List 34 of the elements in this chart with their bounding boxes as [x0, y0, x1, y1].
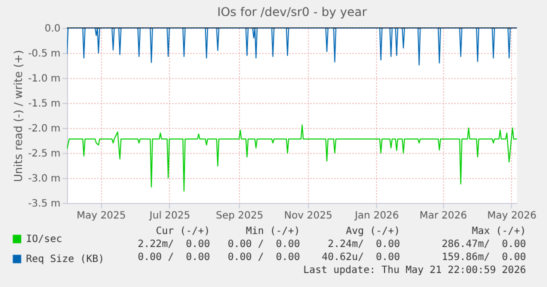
text: 286.47m/ 0.00 [442, 239, 526, 250]
y-tick-label: -2.0 m [28, 124, 60, 134]
x-tick-label: Nov 2025 [284, 210, 332, 222]
legend-label: IO/sec [26, 234, 62, 245]
text: 0.00 / 0.00 [138, 252, 210, 263]
y-tick-label: -1.5 m [28, 98, 60, 110]
x-tick-label: Sep 2025 [216, 210, 264, 222]
text: 2.22m/ 0.00 [138, 239, 210, 250]
legend-label: Req Size (KB) [26, 254, 104, 265]
line-series [67, 28, 517, 66]
text: Max (-/+) [472, 226, 526, 237]
text: 0.00 / 0.00 [228, 252, 300, 263]
x-tick-label: May 2025 [76, 210, 126, 222]
y-tick-label: -0.5 m [28, 48, 60, 60]
line-series [67, 124, 517, 192]
text: 0.00 / 0.00 [228, 239, 300, 250]
x-tick-label: Jan 2026 [354, 210, 399, 222]
text: Cur (-/+) [156, 226, 210, 237]
text: 159.86m/ 0.00 [442, 252, 526, 263]
y-tick-label: -2.5 m [28, 148, 60, 160]
y-tick-label: -3.5 m [28, 198, 60, 210]
text: 2.24m/ 0.00 [328, 239, 400, 250]
x-tick-label: Mar 2026 [420, 210, 467, 222]
text: Last update: Thu May 21 22:00:59 2026 [303, 265, 526, 276]
chart-title: IOs for /dev/sr0 - by year [217, 5, 367, 19]
y-tick-label: -1.0 m [28, 74, 60, 84]
y-tick-label: 0.0 [44, 24, 60, 34]
y-axis-title: Units read (-) / write (+) [12, 50, 26, 182]
y-tick-label: -3.0 m [28, 174, 60, 184]
text: Min (-/+) [246, 226, 300, 237]
x-tick-label: May 2026 [487, 210, 537, 222]
x-tick-label: Jul 2025 [148, 210, 190, 222]
text: Avg (-/+) [346, 226, 400, 237]
text: 40.62u/ 0.00 [322, 252, 400, 263]
